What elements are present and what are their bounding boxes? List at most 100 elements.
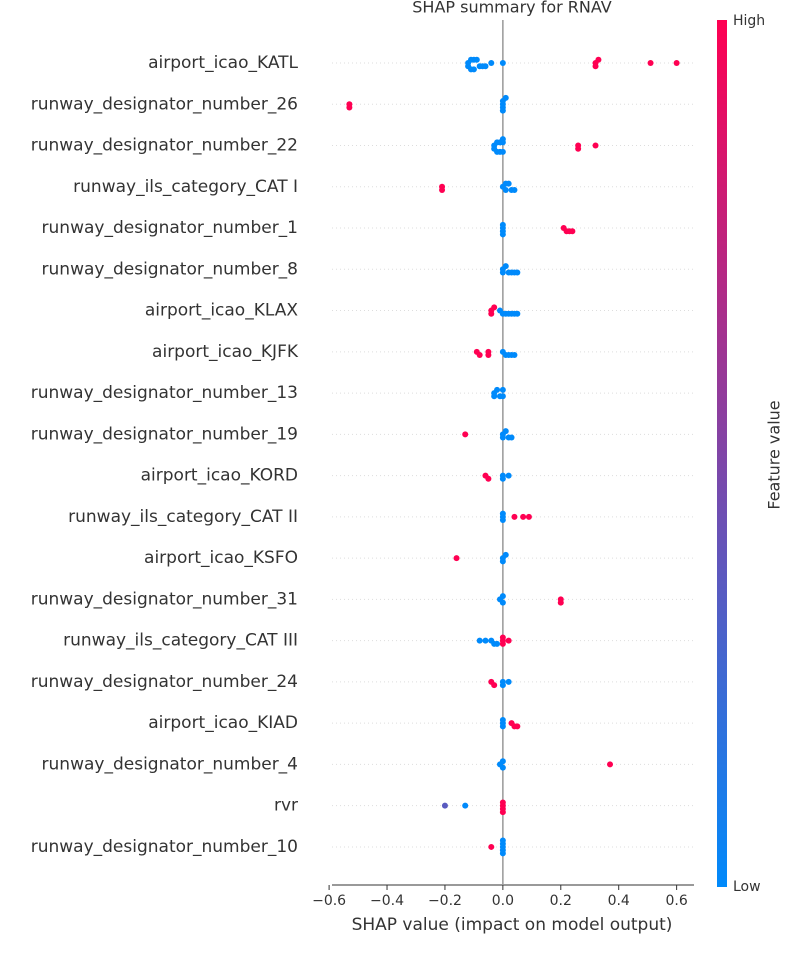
feature-label: airport_icao_KIAD xyxy=(148,713,298,733)
shap-point xyxy=(508,434,515,441)
shap-point xyxy=(499,393,506,400)
shap-point xyxy=(491,304,498,311)
shap-point xyxy=(499,221,506,228)
shap-point xyxy=(499,136,506,143)
shap-point xyxy=(462,431,469,438)
shap-point xyxy=(505,678,512,685)
shap-point xyxy=(514,723,521,730)
shap-point xyxy=(499,716,506,723)
shap-point xyxy=(488,843,495,850)
shap-point xyxy=(499,510,506,517)
shap-point xyxy=(505,180,512,187)
shap-point xyxy=(494,386,501,393)
chart-title: SHAP summary for RNAV xyxy=(412,0,612,17)
feature-label: runway_designator_number_31 xyxy=(31,589,298,609)
shap-point xyxy=(502,428,509,435)
shap-point xyxy=(499,517,506,524)
shap-point xyxy=(595,56,602,63)
shap-point xyxy=(607,761,614,768)
feature-label: runway_designator_number_1 xyxy=(42,218,298,238)
shap-point xyxy=(511,513,518,520)
x-tick-label: −0.2 xyxy=(428,893,462,909)
shap-point xyxy=(473,56,480,63)
shap-point xyxy=(502,94,509,101)
x-tick-label: −0.6 xyxy=(312,893,346,909)
feature-label: runway_ils_category_CAT I xyxy=(73,177,298,197)
shap-point xyxy=(502,551,509,558)
x-axis-label: SHAP value (impact on model output) xyxy=(352,915,673,935)
shap-point xyxy=(499,682,506,689)
feature-label: airport_icao_KLAX xyxy=(145,301,299,321)
shap-point xyxy=(499,386,506,393)
shap-point xyxy=(499,640,506,647)
shap-point xyxy=(520,513,527,520)
shap-point xyxy=(476,637,483,644)
feature-label: runway_designator_number_26 xyxy=(31,94,298,114)
shap-point xyxy=(514,310,521,317)
shap-point xyxy=(499,599,506,606)
shap-point xyxy=(499,593,506,600)
x-tick-label: 0.0 xyxy=(492,893,514,909)
shap-point xyxy=(488,60,495,66)
shap-point xyxy=(488,310,495,317)
shap-point xyxy=(494,640,501,647)
shap-point xyxy=(673,60,680,66)
shap-point xyxy=(485,352,492,359)
feature-label: airport_icao_KORD xyxy=(141,466,298,486)
feature-label: rvr xyxy=(274,796,298,816)
shap-point xyxy=(499,475,506,482)
shap-point xyxy=(499,723,506,730)
feature-label: runway_designator_number_4 xyxy=(42,754,298,774)
shap-point xyxy=(491,393,498,400)
shap-point xyxy=(569,228,576,235)
feature-label: runway_designator_number_13 xyxy=(31,383,298,403)
shap-point xyxy=(499,850,506,857)
shap-point xyxy=(499,148,506,155)
x-tick-label: 0.2 xyxy=(550,893,572,909)
shap-point xyxy=(514,269,521,276)
shap-point xyxy=(470,66,477,73)
shap-point xyxy=(499,764,506,771)
shap-point xyxy=(499,269,506,276)
feature-label: airport_icao_KATL xyxy=(148,53,298,73)
shap-point xyxy=(505,637,512,644)
shap-point xyxy=(511,186,518,193)
feature-label: runway_ils_category_CAT III xyxy=(63,631,298,651)
shap-point xyxy=(499,758,506,765)
colorbar-low: Low xyxy=(733,879,761,895)
shap-point xyxy=(499,231,506,238)
colorbar xyxy=(717,20,727,887)
shap-point xyxy=(462,802,469,809)
shap-point xyxy=(525,513,532,520)
shap-point xyxy=(499,434,506,441)
colorbar-high: High xyxy=(733,13,765,29)
shap-point xyxy=(499,107,506,114)
shap-point xyxy=(502,263,509,270)
shap-point xyxy=(499,837,506,844)
shap-point xyxy=(557,599,564,606)
shap-point xyxy=(485,475,492,482)
feature-label: runway_designator_number_24 xyxy=(31,672,298,692)
feature-label: runway_designator_number_22 xyxy=(31,136,298,156)
shap-point xyxy=(439,186,446,193)
shap-point xyxy=(505,472,512,479)
shap-point xyxy=(453,555,460,562)
shap-point xyxy=(592,142,599,149)
shap-point xyxy=(499,799,506,806)
shap-point xyxy=(476,352,483,359)
shap-point xyxy=(482,63,489,70)
shap-point xyxy=(502,186,509,193)
feature-label: runway_ils_category_CAT II xyxy=(68,507,298,527)
shap-point xyxy=(499,60,506,66)
feature-label: runway_designator_number_8 xyxy=(42,259,298,279)
feature-label: runway_designator_number_19 xyxy=(31,424,298,444)
x-tick-label: 0.4 xyxy=(608,893,630,909)
feature-label: airport_icao_KSFO xyxy=(144,548,298,568)
feature-label: airport_icao_KJFK xyxy=(152,342,299,362)
shap-point xyxy=(592,63,599,70)
shap-point xyxy=(575,145,582,152)
x-tick-label: 0.6 xyxy=(665,893,687,909)
shap-point xyxy=(499,634,506,641)
shap-point xyxy=(491,682,498,689)
